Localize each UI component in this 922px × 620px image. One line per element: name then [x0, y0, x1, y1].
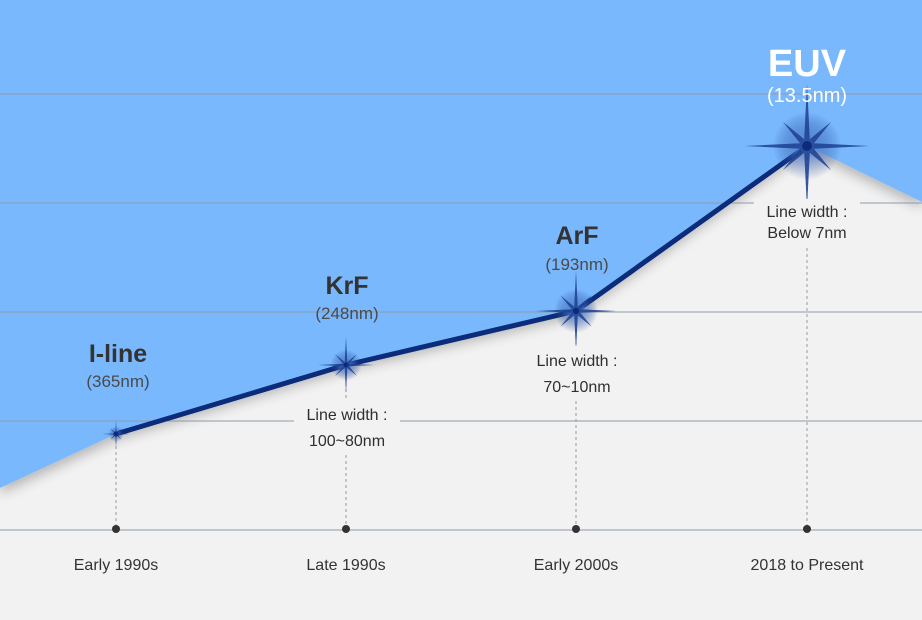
tech-label-euv: EUV	[768, 43, 847, 85]
wavelength-iline: (365nm)	[86, 372, 149, 391]
tech-label-iline: I-line	[89, 340, 147, 368]
point-marker	[536, 271, 616, 351]
trend-line	[113, 143, 810, 437]
axis-dot	[803, 525, 811, 533]
tech-label-arf: ArF	[555, 222, 598, 250]
axis-dot	[112, 525, 120, 533]
x-tick-label: Late 1990s	[306, 557, 385, 574]
marker-core	[343, 362, 349, 368]
euv-annotation-bg	[754, 199, 860, 245]
linewidth-label-arf: Line width :	[537, 353, 618, 370]
marker-core	[113, 431, 119, 437]
point-marker	[102, 420, 130, 448]
linewidth-value-krf: 100~80nm	[309, 433, 385, 450]
x-tick-label: 2018 to Present	[751, 557, 865, 574]
axis-dots	[112, 525, 811, 533]
marker-core	[572, 307, 580, 315]
axis-dot	[572, 525, 580, 533]
point-marker	[318, 337, 374, 393]
x-tick-label: Early 1990s	[74, 557, 159, 574]
marker-core	[802, 141, 812, 151]
axis-dot	[342, 525, 350, 533]
tech-label-krf: KrF	[325, 272, 368, 300]
point-marker	[745, 84, 869, 208]
wavelength-euv: (13.5nm)	[767, 85, 847, 107]
linewidth-label-krf: Line width :	[307, 407, 388, 424]
krf-annotation-bg	[294, 400, 400, 454]
linewidth-label-euv: Line width :	[767, 204, 848, 221]
linewidth-value-euv: Below 7nm	[767, 225, 846, 242]
x-tick-label: Early 2000s	[534, 557, 619, 574]
linewidth-value-arf: 70~10nm	[543, 379, 610, 396]
wavelength-krf: (248nm)	[315, 304, 378, 323]
wavelength-arf: (193nm)	[545, 255, 608, 274]
arf-annotation-bg	[524, 346, 630, 400]
point-markers	[102, 84, 869, 448]
sky-area	[0, 0, 922, 488]
